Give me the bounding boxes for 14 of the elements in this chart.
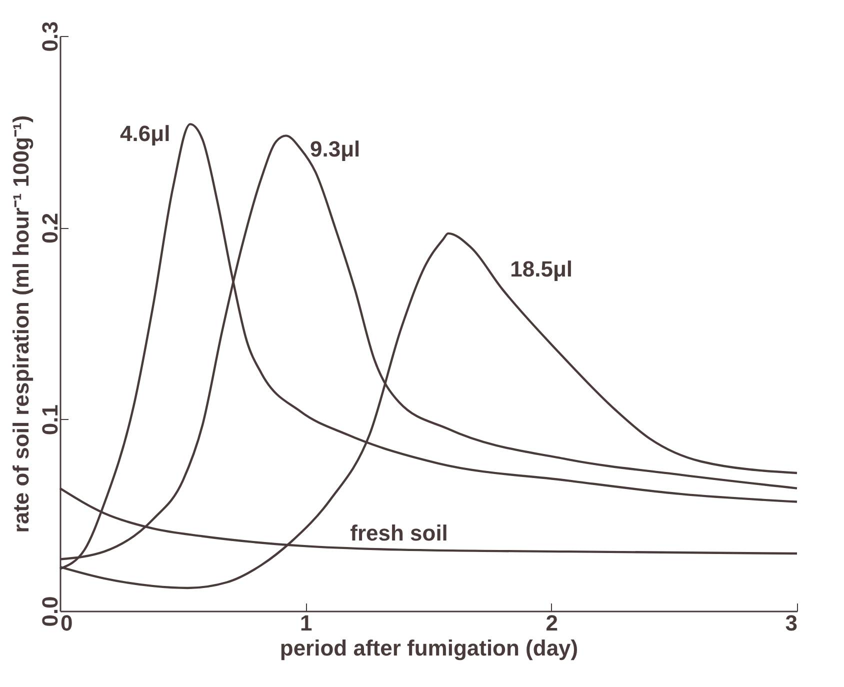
series-label: fresh soil — [350, 520, 448, 546]
x-tick-label: 0 — [60, 610, 73, 636]
x-tick-label: 3 — [785, 610, 798, 636]
x-tick-label: 2 — [546, 610, 558, 636]
series-label: 9.3μl — [310, 136, 360, 162]
y-tick-label: 0.2 — [38, 212, 62, 244]
y-axis-title: rate of soil respiration (ml hour⁻¹ 100g⁻¹) — [8, 115, 34, 533]
y-tick-label: 0.1 — [38, 404, 62, 436]
series-label: 18.5μl — [510, 256, 573, 282]
y-tick-label: 0.3 — [38, 21, 62, 52]
y-tick-label: 0.0 — [38, 596, 62, 627]
series-label: 4.6μl — [120, 121, 170, 146]
x-tick-label: 1 — [300, 610, 312, 636]
x-axis-title: period after fumigation (day) — [280, 636, 578, 660]
